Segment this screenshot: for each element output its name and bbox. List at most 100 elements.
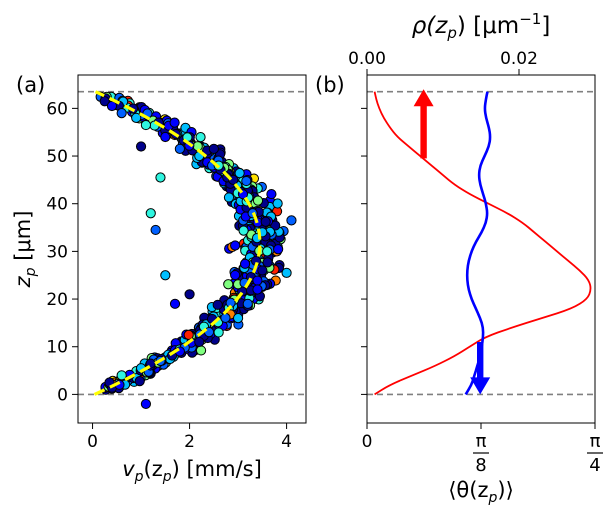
- a-y-tick-label: 50: [46, 147, 68, 167]
- panel-b-top-ticks: 0.00 0.02: [348, 49, 538, 75]
- x-label-open: (z: [144, 457, 163, 481]
- theta-label-sub: p: [487, 490, 497, 506]
- scatter-point: [155, 172, 166, 183]
- scatter-point: [140, 119, 152, 131]
- rho-label-exp: −1: [519, 10, 541, 28]
- scatter-point: [262, 257, 273, 268]
- panel-b-top-axis-label: ρ(zp) [μm−1]: [412, 10, 551, 42]
- x-label-v: v: [122, 457, 135, 481]
- scatter-point: [220, 312, 231, 323]
- scatter-point: [238, 225, 249, 236]
- scatter-point: [232, 313, 244, 324]
- scatter-point: [223, 192, 235, 203]
- scatter-point: [230, 269, 241, 281]
- panel-b-bottom-axis-label: ⟨θ(zp)⟩: [448, 478, 514, 506]
- scatter-point: [262, 246, 273, 257]
- scatter-point: [194, 336, 205, 348]
- panel-a-x-ticks: 0 2 4: [87, 423, 292, 452]
- rho-label-end: ]: [541, 13, 550, 39]
- down-arrow: [470, 342, 491, 395]
- rho-label-close: ) [μm: [457, 13, 519, 39]
- a-x-tick-label: 2: [184, 432, 195, 452]
- x-label-sub: p: [134, 469, 144, 485]
- scatter-point: [252, 195, 264, 206]
- x-label-sub2: p: [162, 469, 172, 485]
- scatter-point: [106, 100, 118, 112]
- panel-a-label: (a): [16, 73, 45, 97]
- scatter-point: [183, 329, 194, 340]
- scatter-point: [242, 298, 253, 309]
- panel-a-y-axis-label: zp [μm]: [11, 211, 39, 289]
- scatter-point: [223, 279, 234, 290]
- scatter-point: [266, 188, 277, 200]
- panel-a-x-axis-label: vp(zp) [mm/s]: [122, 457, 262, 485]
- scatter-point: [234, 168, 245, 179]
- scatter-point: [252, 284, 263, 295]
- panel-a-hlines: [78, 90, 306, 396]
- scatter-point: [169, 117, 180, 128]
- b-x-tick-numerator: π: [590, 431, 601, 452]
- y-label-sub: p: [23, 267, 39, 277]
- scatter-point: [208, 143, 219, 154]
- scatter-point: [140, 398, 152, 410]
- b-x-tick-denominator: 4: [589, 455, 600, 476]
- panel-b-bottom-ticks: 0 π 8 π 4: [362, 423, 603, 476]
- scatter-point: [116, 370, 127, 381]
- a-y-tick-label: 10: [46, 338, 68, 358]
- a-y-tick-label: 40: [46, 195, 68, 215]
- scatter-point: [273, 244, 284, 255]
- scatter-point: [241, 175, 252, 187]
- b-x-tick-numerator: π: [476, 431, 487, 452]
- y-label-unit: [μm]: [11, 211, 35, 268]
- scatter-point: [230, 240, 241, 251]
- scatter-point: [116, 108, 127, 119]
- a-x-tick-label: 0: [87, 432, 98, 452]
- a-y-tick-label: 20: [46, 290, 68, 310]
- scatter-point: [272, 198, 283, 209]
- fit-curve: [93, 90, 262, 396]
- panel-a-points: [95, 91, 297, 410]
- scatter-point: [174, 143, 185, 154]
- scatter-point: [281, 267, 292, 278]
- rho-label-sub: p: [446, 24, 457, 42]
- scatter-point: [195, 345, 207, 356]
- b-x-tick-label: 0: [362, 432, 373, 452]
- scatter-point: [169, 298, 181, 309]
- scatter-point: [99, 96, 110, 107]
- scatter-point: [160, 131, 171, 143]
- scatter-point: [160, 270, 171, 281]
- a-y-tick-label: 0: [57, 385, 68, 405]
- panel-b-y-ticks: [361, 107, 367, 395]
- up-arrow: [413, 89, 434, 159]
- y-label-z: z: [11, 275, 35, 288]
- scatter-point: [239, 258, 251, 269]
- panel-a-y-ticks: 0 10 20 30 40 50 60: [46, 99, 78, 405]
- theta-label-close: )⟩: [497, 478, 513, 502]
- scatter-point: [212, 299, 223, 310]
- a-y-tick-label: 60: [46, 99, 68, 119]
- theta-label-open: ⟨θ(z: [448, 478, 488, 502]
- density-curve: [373, 91, 592, 396]
- scatter-point: [135, 141, 147, 152]
- panel-a-frame: [77, 74, 307, 424]
- scatter-point: [213, 327, 224, 338]
- a-y-tick-label: 30: [46, 242, 68, 262]
- panel-b-label: (b): [315, 73, 345, 97]
- scatter-point: [150, 224, 161, 236]
- panel-b-hlines: [367, 90, 595, 396]
- scatter-point: [286, 215, 297, 226]
- scatter-point: [260, 216, 271, 227]
- b-x-tick-denominator: 8: [475, 455, 486, 476]
- scatter-point: [195, 131, 206, 143]
- a-x-tick-label: 4: [281, 432, 292, 452]
- rho-label-main: ρ(z: [412, 13, 449, 39]
- x-label-close: ) [mm/s]: [172, 457, 262, 481]
- panel-b-arrows: [413, 89, 491, 395]
- b-top-tick-label: 0.02: [500, 49, 538, 69]
- scatter-point: [145, 208, 156, 219]
- scatter-point: [131, 112, 142, 124]
- b-top-tick-label: 0.00: [348, 49, 386, 69]
